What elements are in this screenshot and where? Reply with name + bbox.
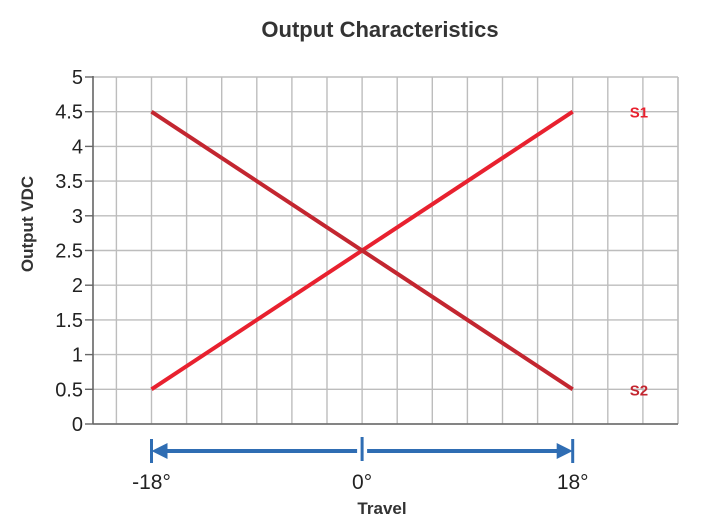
- x-axis-label: Travel: [357, 499, 406, 518]
- y-tick-label: 2: [72, 275, 83, 297]
- y-tick-labels: 0 0.5 1 1.5 2 2.5 3 3.5 4 4.5 5: [55, 67, 83, 436]
- arrowhead-right-icon: [556, 443, 573, 459]
- y-tick-label: 3: [72, 206, 83, 228]
- series-line-s2: [150, 110, 574, 391]
- x-tick-label: 18°: [557, 471, 589, 494]
- y-tick-label: 2.5: [55, 241, 83, 263]
- series-lines: [150, 110, 574, 391]
- grid: [93, 76, 679, 425]
- y-tick-label: 4: [72, 136, 83, 158]
- arrowhead-left-icon: [151, 443, 168, 459]
- series-label-s2: S2: [630, 382, 648, 399]
- y-tick-label: 4.5: [55, 102, 83, 124]
- x-tick-label: 0°: [352, 471, 372, 494]
- y-axis-label: Output VDC: [18, 176, 37, 272]
- travel-indicator: -18° 0° 18°: [132, 437, 589, 494]
- y-tick-label: 0: [72, 414, 83, 436]
- x-tick-label: -18°: [132, 471, 171, 494]
- series-label-s1: S1: [630, 105, 648, 122]
- series-labels: S1 S2: [630, 105, 648, 400]
- y-tick-label: 0.5: [55, 379, 83, 401]
- y-tick-label: 1.5: [55, 310, 83, 332]
- y-tick-label: 5: [72, 67, 83, 89]
- axes: [85, 76, 678, 425]
- y-tick-label: 1: [72, 345, 83, 367]
- y-tick-label: 3.5: [55, 171, 83, 193]
- chart-title: Output Characteristics: [261, 17, 498, 42]
